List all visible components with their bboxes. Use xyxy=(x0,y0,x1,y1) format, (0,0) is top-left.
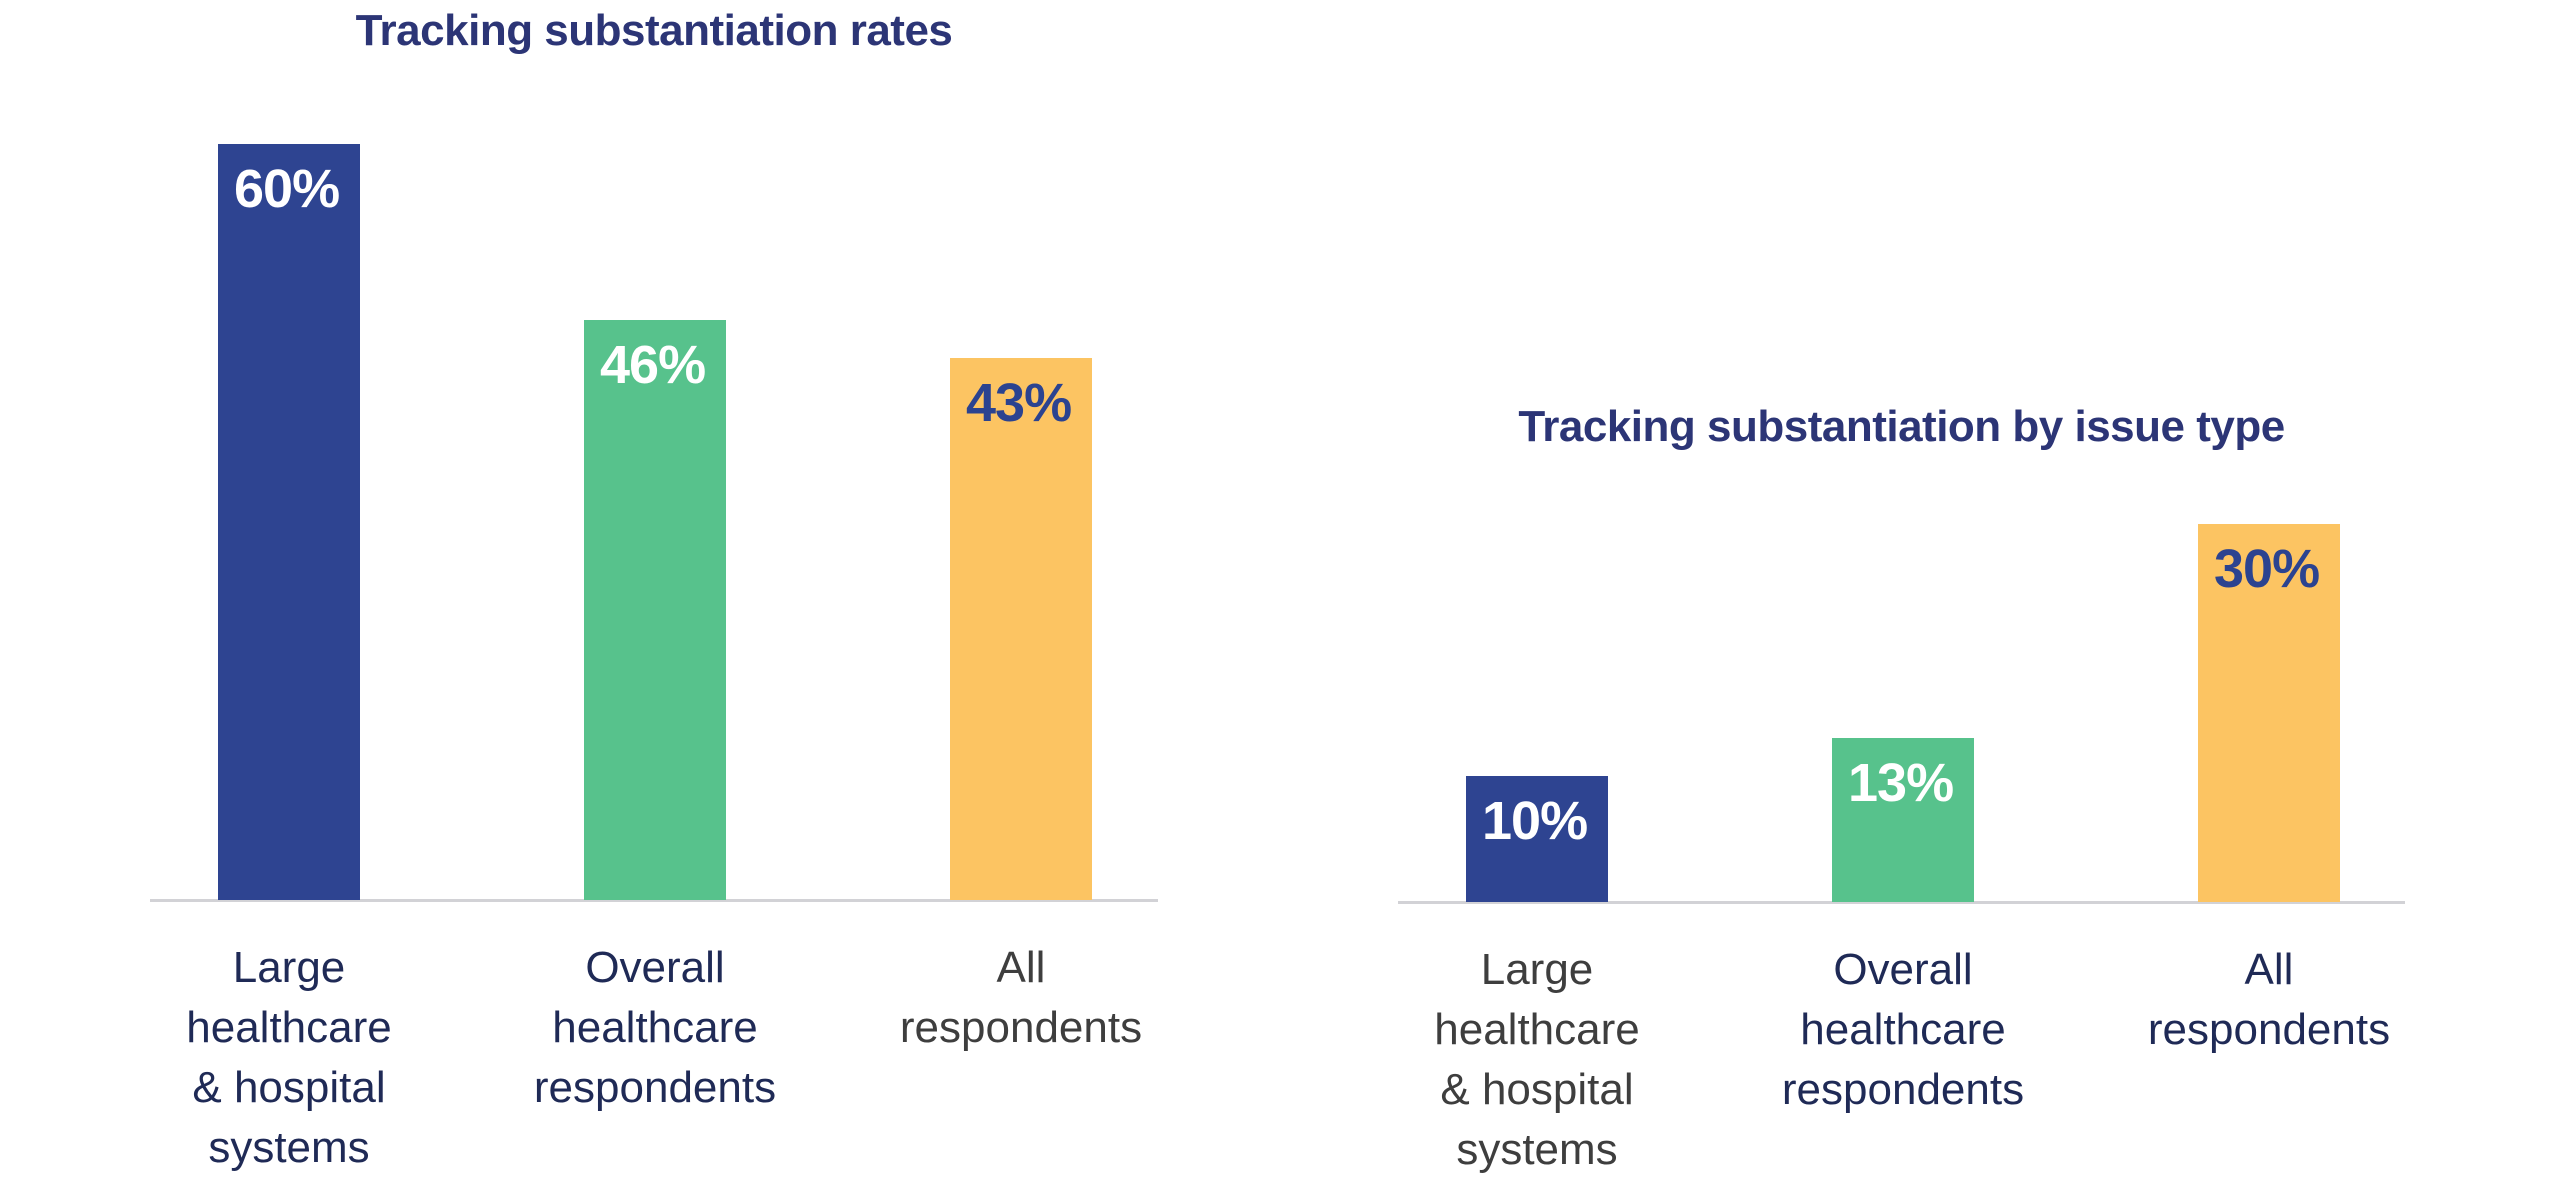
bar-value-label: 30% xyxy=(2214,539,2320,599)
x-axis-label-overall-healthcare-respondents: Overall healthcare respondents xyxy=(533,943,777,1112)
bar-value-label: 46% xyxy=(600,335,706,395)
bar-large-healthcare-hospital-systems: 60% xyxy=(218,144,360,900)
chart-tracking-substantiation-by-issue-type: Tracking substantiation by issue type 10… xyxy=(1398,0,2405,1176)
x-axis-line xyxy=(1398,901,2405,904)
x-axis-label-all-respondents: All respondents xyxy=(899,943,1143,1052)
chart-title: Tracking substantiation by issue type xyxy=(1518,402,2285,451)
x-axis-label-large-healthcare-hospital-systems: Large healthcare & hospital systems xyxy=(186,943,392,1172)
bar-value-label: 13% xyxy=(1848,753,1954,813)
chart-title: Tracking substantiation rates xyxy=(355,6,953,55)
x-axis-line xyxy=(150,899,1158,902)
bar-value-label: 10% xyxy=(1482,791,1588,851)
x-axis-label-large-healthcare-hospital-systems: Large healthcare & hospital systems xyxy=(1434,945,1640,1174)
bar-overall-healthcare-respondents: 46% xyxy=(584,320,726,900)
x-axis-label-overall-healthcare-respondents: Overall healthcare respondents xyxy=(1781,945,2025,1114)
bar-value-label: 43% xyxy=(966,373,1072,433)
bar-all-respondents: 43% xyxy=(950,358,1092,900)
bar-large-healthcare-hospital-systems: 10% xyxy=(1466,776,1608,902)
chart-tracking-substantiation-rates: Tracking substantiation rates 60% 46% 43% … xyxy=(150,0,1158,1176)
bar-value-label: 60% xyxy=(234,159,340,219)
bar-all-respondents: 30% xyxy=(2198,524,2340,902)
x-axis-label-all-respondents: All respondents xyxy=(2147,945,2391,1054)
bar-overall-healthcare-respondents: 13% xyxy=(1832,738,1974,902)
